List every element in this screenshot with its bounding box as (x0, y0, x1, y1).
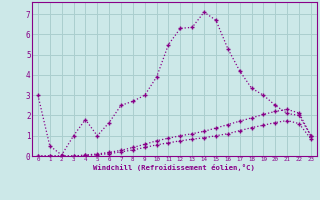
X-axis label: Windchill (Refroidissement éolien,°C): Windchill (Refroidissement éolien,°C) (93, 164, 255, 171)
